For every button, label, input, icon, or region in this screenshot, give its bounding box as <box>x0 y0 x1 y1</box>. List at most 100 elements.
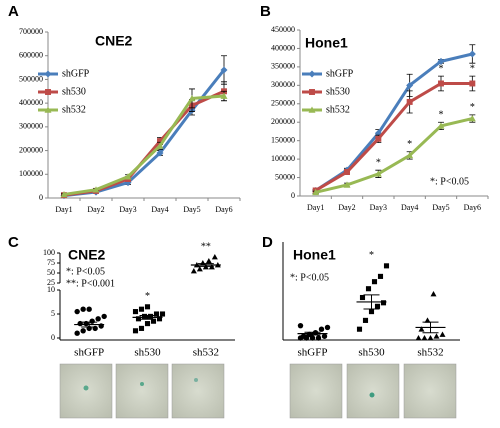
micrograph <box>115 363 169 419</box>
x-tick-label: sh530 <box>134 347 161 359</box>
panel-label: B <box>260 3 271 20</box>
panel-label: C <box>8 234 19 251</box>
y-tick-label: 150000 <box>271 135 295 144</box>
x-tick-label: Day3 <box>370 203 387 212</box>
y-tick-label: 100000 <box>271 154 295 163</box>
x-tick-label: Day6 <box>215 205 232 214</box>
x-tick-label: Day4 <box>401 203 418 212</box>
data-point <box>297 322 304 329</box>
micrograph <box>403 363 457 419</box>
chart-title: Hone1 <box>305 35 348 51</box>
data-point <box>406 81 414 89</box>
y-tick-label: 500000 <box>19 74 43 83</box>
data-point <box>421 335 428 341</box>
data-point <box>375 135 382 142</box>
x-tick-label: Day6 <box>464 203 481 212</box>
data-point <box>368 309 375 315</box>
data-point <box>141 313 148 319</box>
micrograph <box>289 363 343 419</box>
x-tick-label: sh532 <box>417 347 443 359</box>
data-point <box>430 291 437 297</box>
data-point <box>156 142 164 149</box>
significance-label: * <box>145 291 150 302</box>
data-point <box>124 173 132 180</box>
data-point <box>312 188 320 196</box>
chart-title: CNE2 <box>95 33 133 49</box>
y-tick-label: 300000 <box>19 122 43 131</box>
stain <box>83 385 89 391</box>
y-tick-label: 0 <box>51 333 55 342</box>
significance-label: * <box>470 63 475 74</box>
y-tick-label: 450000 <box>271 25 295 34</box>
stain <box>140 382 144 386</box>
y-tick-label: 50 <box>47 268 55 277</box>
x-tick-label: sh530 <box>358 347 385 359</box>
significance-label: * <box>439 63 444 74</box>
sem-bar <box>139 314 156 320</box>
annotation: *: P<0.05 <box>290 272 329 283</box>
data-point <box>362 317 369 323</box>
data-point <box>144 304 151 310</box>
data-point <box>324 324 331 331</box>
chart-title: Hone1 <box>293 247 336 263</box>
data-point <box>156 316 163 322</box>
data-point <box>159 311 166 317</box>
y-tick-label: 400000 <box>19 98 43 107</box>
y-tick-label: 400000 <box>271 43 295 52</box>
data-point <box>132 309 139 315</box>
significance-label: * <box>369 250 374 261</box>
data-point <box>150 318 157 324</box>
stain <box>194 378 198 382</box>
data-point <box>74 308 80 315</box>
panel-label: A <box>8 3 19 20</box>
micrograph <box>59 363 113 419</box>
data-point <box>132 328 139 334</box>
data-point <box>343 181 351 188</box>
data-point <box>156 149 164 157</box>
data-point <box>144 321 151 327</box>
data-point <box>147 313 154 319</box>
series-line <box>63 69 226 198</box>
data-point <box>469 80 476 87</box>
data-point <box>437 57 445 65</box>
data-point <box>418 326 425 332</box>
significance-label: * <box>439 110 444 121</box>
annotation: *: P<0.05 <box>66 266 105 277</box>
y-tick-label: 0 <box>291 191 295 200</box>
data-point <box>415 335 422 341</box>
series-line <box>314 81 473 192</box>
data-point <box>356 326 363 332</box>
legend-marker <box>308 106 316 113</box>
data-point <box>135 316 142 322</box>
y-tick-label: 350000 <box>271 62 295 71</box>
data-point <box>383 263 390 269</box>
data-point <box>92 186 100 193</box>
annotation: *: P<0.05 <box>430 176 469 187</box>
x-tick-label: Day2 <box>338 203 355 212</box>
legend-marker <box>44 70 52 78</box>
micrograph <box>346 363 400 419</box>
data-point <box>188 94 196 102</box>
x-tick-label: shGFP <box>298 347 328 359</box>
y-tick-label: 25 <box>47 278 55 287</box>
legend-label: sh532 <box>62 104 86 115</box>
data-point <box>377 273 384 279</box>
data-point <box>190 268 197 274</box>
significance-label: * <box>407 139 412 150</box>
data-point <box>315 335 322 341</box>
x-tick-label: Day4 <box>151 205 168 214</box>
sem-bar <box>304 331 321 336</box>
y-tick-label: 75 <box>47 258 55 267</box>
x-tick-label: Day3 <box>119 205 136 214</box>
data-point <box>157 138 163 145</box>
data-point <box>80 306 86 312</box>
panel-label: D <box>262 234 273 251</box>
data-point <box>138 325 145 331</box>
y-tick-label: 100 <box>43 248 55 257</box>
series-line <box>63 89 225 197</box>
x-tick-label: Day5 <box>432 203 449 212</box>
data-point <box>309 335 316 341</box>
y-tick-label: 200000 <box>271 117 295 126</box>
sem-bar <box>422 321 439 334</box>
